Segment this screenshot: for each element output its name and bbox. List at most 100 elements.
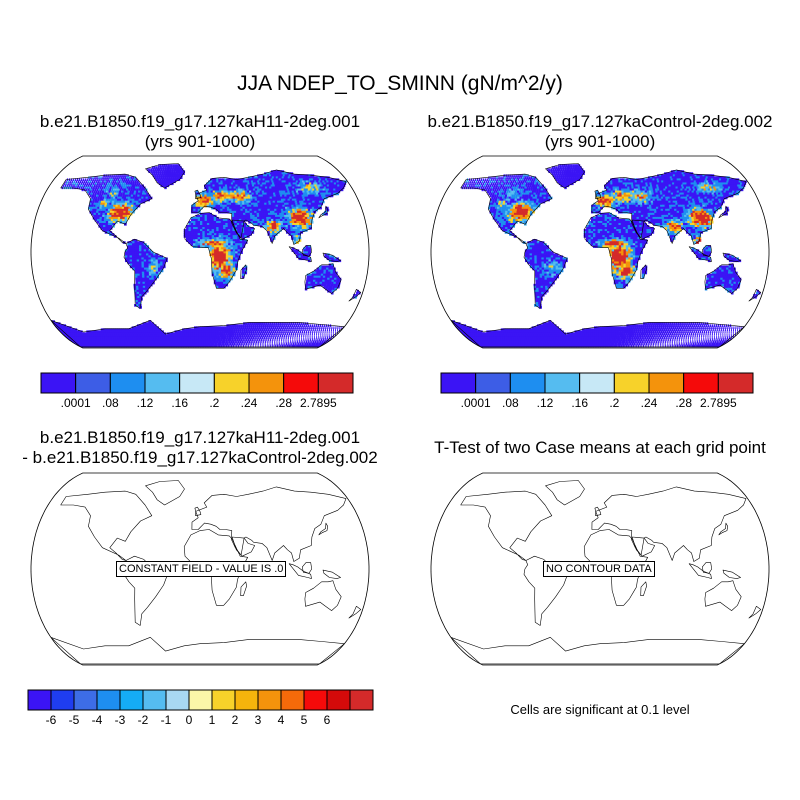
colorbar-diff-swatch xyxy=(303,689,328,711)
colorbar-case1-swatch xyxy=(144,372,181,394)
coastline-indonesia-west xyxy=(688,563,712,579)
coastline-uk xyxy=(194,506,202,516)
coastline-indonesia-west xyxy=(288,563,312,579)
coastline-antarctica xyxy=(450,320,745,348)
panel-title-case2-line1: b.e21.B1850.f19_g17.127kaControl-2deg.00… xyxy=(427,112,773,131)
colorbar-case2-swatch xyxy=(717,372,754,394)
colorbar-case1-swatch xyxy=(75,372,111,394)
coastline-north-america xyxy=(60,490,153,561)
coastline-australia xyxy=(704,263,742,294)
panel-title-ttest: T-Test of two Case means at each grid po… xyxy=(400,438,800,458)
colorbar-case1-swatch xyxy=(213,372,250,394)
colorbar-diff-swatch xyxy=(142,689,167,711)
coastline-new-guinea xyxy=(722,252,741,262)
colorbar-case2-swatch xyxy=(544,372,581,394)
coastline-australia xyxy=(704,580,742,611)
colorbar-diff-swatch xyxy=(73,689,98,711)
coastline-africa xyxy=(183,212,248,289)
coastline-uk xyxy=(194,189,202,199)
colorbar-case1-swatch xyxy=(283,372,319,394)
main-title: JJA NDEP_TO_SMINN (gN/m^2/y) xyxy=(237,72,563,95)
colorbar-case1-tick-label: .24 xyxy=(241,396,258,410)
colorbar-diff-swatch xyxy=(165,689,190,711)
colorbar-case1-swatch xyxy=(179,372,215,394)
coastline-greenland xyxy=(545,163,585,189)
coastline-japan xyxy=(318,205,328,219)
panel-title-case1-line1: b.e21.B1850.f19_g17.127kaH11-2deg.001 xyxy=(39,112,361,131)
colorbar-case1-tick-label: 2.7895 xyxy=(300,396,337,410)
colorbar-diff-tick-label: -1 xyxy=(161,713,172,727)
coastline-new-zealand xyxy=(348,289,362,302)
coastline-arabia xyxy=(231,536,255,557)
coastline-indonesia-west xyxy=(688,246,712,262)
panel-title-diff-line1: b.e21.B1850.f19_g17.127kaH11-2deg.001 xyxy=(39,428,361,447)
colorbar-case1-tick-label: .0001 xyxy=(61,396,91,410)
colorbar-case1-tick-label: .2 xyxy=(209,396,219,410)
colorbar-case2-tick-label: .16 xyxy=(571,396,588,410)
coastline-madagascar xyxy=(640,581,647,596)
colorbar-case2-swatch xyxy=(579,372,615,394)
coastline-europe-asia xyxy=(191,486,347,562)
map-ttest-frame xyxy=(430,472,770,666)
coastline-uk xyxy=(594,189,602,199)
colorbar-diff-tick-label: -3 xyxy=(115,713,126,727)
coastline-japan xyxy=(718,522,728,536)
coastline-europe-asia xyxy=(191,169,347,245)
coastline-arabia xyxy=(631,536,655,557)
panel-title-case1: b.e21.B1850.f19_g17.127kaH11-2deg.001 (y… xyxy=(0,112,400,152)
colorbar-case1-swatch xyxy=(317,372,354,394)
map-case2-coastlines xyxy=(450,163,762,348)
colorbar-diff-swatch xyxy=(326,689,351,711)
coastline-uk xyxy=(594,506,602,516)
panel-title-case1-line2: (yrs 901-1000) xyxy=(144,132,256,151)
coastline-indonesia-west xyxy=(288,246,312,262)
colorbar-case2-tick-label: .08 xyxy=(502,396,519,410)
colorbar-diff: -6 -5 -4 -3 -2 -1 0 1 2 3 4 5 6 xyxy=(27,689,374,727)
coastline-europe-asia xyxy=(591,169,747,245)
colorbar-diff-swatch xyxy=(234,689,259,711)
colorbar-case2: .0001 .08 .12 .16 .2 .24 .28 2.7895 xyxy=(440,372,754,410)
colorbar-diff-tick-label: 1 xyxy=(209,713,216,727)
colorbar-diff-swatch xyxy=(188,689,213,711)
map-diff-frame xyxy=(30,472,370,666)
panel-title-case2: b.e21.B1850.f19_g17.127kaControl-2deg.00… xyxy=(400,112,800,152)
coastline-africa xyxy=(583,212,648,289)
colorbar-diff-tick-label: 2 xyxy=(232,713,239,727)
constant-field-label: CONSTANT FIELD - VALUE IS .0 xyxy=(116,561,287,577)
colorbar-case2-swatch xyxy=(683,372,719,394)
colorbar-diff-tick-label: 6 xyxy=(324,713,331,727)
colorbar-diff-swatch xyxy=(50,689,75,711)
coastline-north-america xyxy=(460,490,553,561)
colorbar-diff-tick-label: -5 xyxy=(69,713,80,727)
colorbar-diff-swatch xyxy=(280,689,305,711)
coastline-antarctica xyxy=(50,320,345,348)
coastline-antarctica xyxy=(450,637,745,665)
coastline-antarctica xyxy=(50,637,345,665)
colorbar-case2-tick-label: 2.7895 xyxy=(700,396,737,410)
panel-title-diff-line2: - b.e21.B1850.f19_g17.127kaControl-2deg.… xyxy=(22,448,378,467)
coastline-borneo xyxy=(302,562,312,574)
coastline-new-guinea xyxy=(322,252,341,262)
colorbar-diff-swatch xyxy=(119,689,144,711)
map-case2 xyxy=(430,155,770,349)
colorbar-diff-tick-label: 5 xyxy=(301,713,308,727)
coastline-arabia xyxy=(631,219,655,240)
no-contour-label: NO CONTOUR DATA xyxy=(543,561,655,577)
coastline-south-america xyxy=(123,238,168,309)
coastline-greenland xyxy=(145,480,185,506)
map-case1-coastlines xyxy=(50,163,362,348)
coastline-new-zealand xyxy=(748,606,762,619)
coastline-north-america xyxy=(460,173,553,244)
coastline-new-guinea xyxy=(722,569,741,579)
coastline-europe-asia xyxy=(591,486,747,562)
coastline-new-guinea xyxy=(322,569,341,579)
coastline-madagascar xyxy=(240,264,247,279)
significance-note: Cells are significant at 0.1 level xyxy=(510,702,690,717)
panel-title-diff: b.e21.B1850.f19_g17.127kaH11-2deg.001 - … xyxy=(0,428,400,468)
colorbar-case1-swatch xyxy=(40,372,77,394)
coastline-new-zealand xyxy=(348,606,362,619)
colorbar-diff-tick-label: -2 xyxy=(138,713,149,727)
colorbar-case2-tick-label: .24 xyxy=(641,396,658,410)
colorbar-case1-tick-label: .12 xyxy=(137,396,154,410)
coastline-madagascar xyxy=(640,264,647,279)
